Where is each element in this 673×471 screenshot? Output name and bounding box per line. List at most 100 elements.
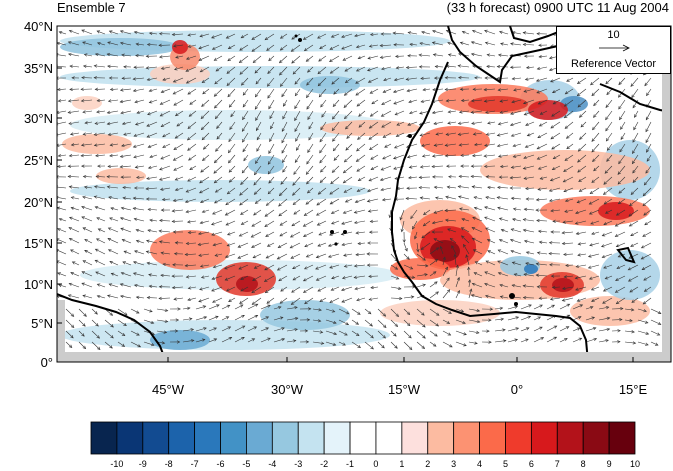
wind-arrow — [158, 285, 171, 289]
colorbar-swatch — [401, 421, 429, 455]
wind-arrow — [458, 143, 470, 147]
wind-arrow — [507, 305, 519, 310]
wind-arrow — [637, 319, 649, 324]
anomaly-patch — [72, 96, 102, 110]
wind-arrow — [67, 164, 80, 168]
wind-arrow — [267, 66, 275, 75]
wind-arrow — [276, 264, 288, 271]
wind-arrow — [627, 264, 639, 271]
wind-arrow — [416, 264, 429, 268]
wind-arrow — [390, 330, 397, 337]
wind-arrow — [576, 77, 587, 85]
wind-arrow — [264, 286, 275, 294]
wind-arrow — [242, 88, 249, 96]
anomaly-patch — [524, 264, 538, 274]
wind-arrow — [254, 198, 262, 204]
wind-arrow — [403, 253, 410, 260]
wind-arrow — [299, 307, 312, 311]
wind-arrow — [260, 337, 271, 343]
wind-arrow — [429, 271, 437, 277]
wind-arrow — [69, 87, 80, 91]
wind-arrow — [343, 253, 353, 257]
wind-arrow — [227, 44, 236, 50]
wind-arrow — [94, 259, 106, 266]
wind-arrow — [421, 143, 431, 147]
wind-arrow — [200, 165, 210, 173]
wind-arrow — [317, 242, 327, 247]
wind-arrow — [433, 209, 444, 214]
wind-arrow — [444, 143, 457, 147]
wind-arrow — [121, 53, 132, 57]
wind-arrow — [510, 228, 522, 233]
wind-arrow — [512, 154, 522, 158]
wind-arrow — [497, 185, 509, 190]
wind-arrow — [591, 143, 600, 153]
colorbar-tick-label: -4 — [268, 459, 277, 469]
wind-arrow — [132, 272, 145, 277]
wind-arrow — [587, 253, 600, 258]
wind-arrow — [442, 341, 453, 348]
anomaly-patch — [150, 330, 210, 350]
wind-arrow — [146, 132, 158, 138]
wind-arrow — [370, 165, 379, 170]
wind-arrow — [628, 220, 639, 227]
wind-arrow — [380, 187, 392, 192]
wind-arrow — [119, 216, 132, 222]
wind-arrow — [465, 254, 470, 266]
wind-arrow — [520, 327, 530, 332]
wind-arrow — [109, 87, 119, 91]
wind-arrow — [369, 110, 379, 117]
wind-arrow — [267, 154, 275, 165]
wind-arrow — [606, 143, 613, 151]
wind-arrow — [234, 304, 244, 310]
wind-arrow — [393, 43, 405, 47]
wind-arrow — [91, 308, 98, 315]
wind-arrow — [148, 273, 158, 277]
wind-arrow — [650, 319, 662, 325]
wind-arrow — [390, 341, 398, 349]
wind-arrow — [369, 88, 379, 94]
wind-arrow — [552, 154, 561, 160]
wind-arrow — [393, 154, 405, 160]
wind-arrow — [642, 198, 652, 207]
wind-arrow — [251, 33, 262, 40]
wind-arrow — [344, 110, 353, 120]
wind-arrow — [148, 31, 158, 35]
wind-arrow — [377, 319, 387, 329]
wind-arrow — [390, 286, 402, 290]
wind-arrow — [109, 154, 119, 158]
wind-arrow — [390, 308, 400, 318]
colorbar-tick-label: 8 — [580, 459, 586, 469]
wind-arrow — [429, 319, 440, 327]
wind-arrow — [500, 42, 509, 46]
wind-arrow — [214, 99, 223, 109]
colorbar-tick-label: 3 — [451, 459, 457, 469]
wind-arrow — [435, 132, 444, 136]
wind-arrow — [57, 154, 67, 158]
colorbar-swatch — [297, 421, 325, 455]
wind-arrow — [135, 228, 145, 233]
wind-arrow — [325, 330, 338, 336]
wind-arrow — [618, 187, 626, 194]
wind-arrow — [408, 99, 418, 104]
wind-arrow — [342, 165, 353, 174]
wind-arrow — [146, 176, 158, 180]
wind-arrow — [408, 165, 418, 169]
colorbar-swatch — [142, 421, 170, 455]
wind-arrow — [525, 251, 535, 255]
wind-arrow — [483, 164, 496, 168]
wind-arrow — [512, 207, 522, 211]
wind-arrow — [615, 209, 626, 216]
wind-arrow — [538, 296, 548, 300]
wind-arrow — [293, 165, 301, 175]
wind-arrow — [510, 165, 522, 169]
wind-arrow — [57, 110, 67, 114]
wind-arrow — [591, 231, 600, 235]
wind-arrow — [369, 32, 379, 37]
wind-arrow — [606, 154, 613, 162]
wind-arrow — [494, 339, 507, 343]
wind-arrow — [497, 88, 509, 92]
anomaly-patch — [552, 278, 574, 292]
wind-arrow — [429, 259, 439, 266]
wind-arrow — [457, 132, 470, 136]
